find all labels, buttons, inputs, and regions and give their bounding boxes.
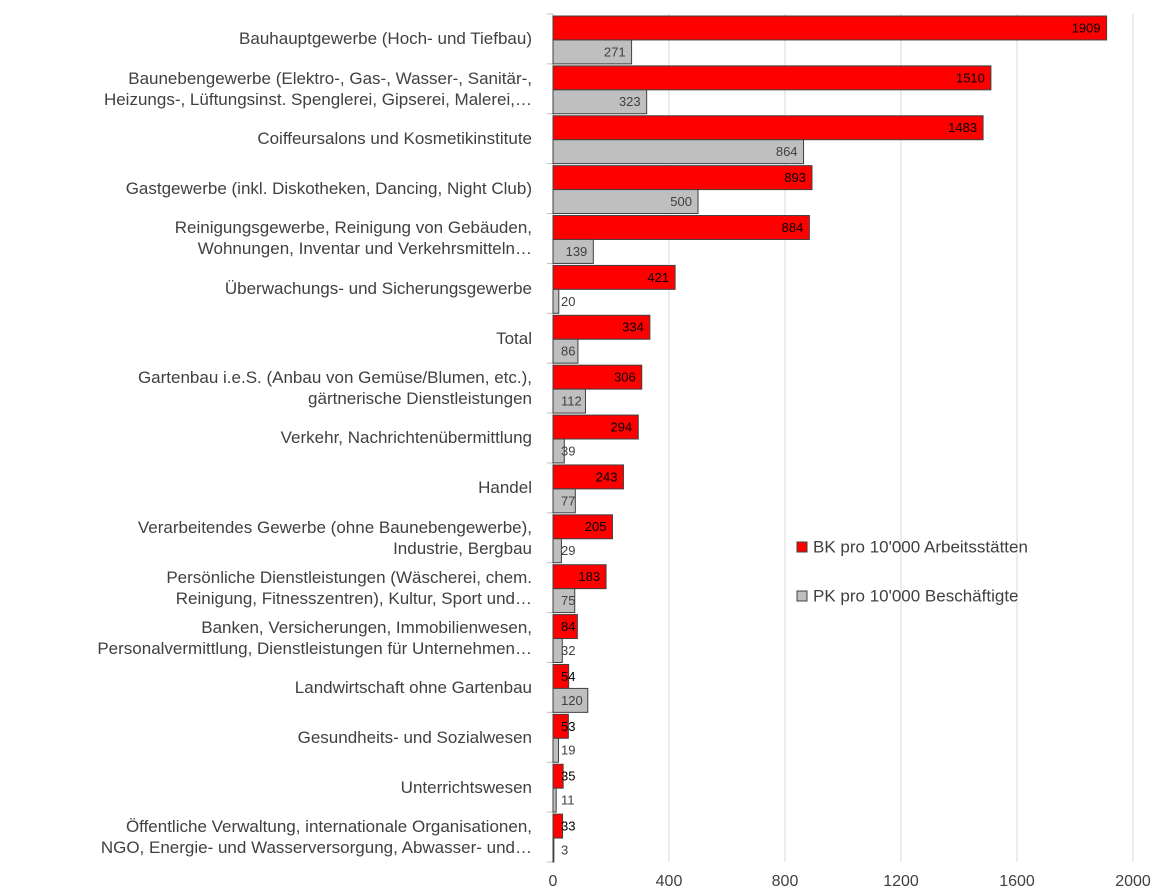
data-label: 243: [596, 469, 618, 484]
data-label: 77: [561, 493, 575, 508]
category-label: Verarbeitendes Gewerbe (ohne Baunebengew…: [137, 517, 532, 558]
bar: [552, 813, 564, 839]
bar: [552, 488, 576, 514]
category-label: Banken, Versicherungen, Immobilienwesen,…: [97, 617, 532, 658]
bar: [552, 364, 643, 390]
category-label: Baunebengewerbe (Elektro-, Gas-, Wasser-…: [103, 68, 532, 109]
legend-swatch: [796, 590, 808, 602]
bar: [552, 115, 984, 141]
bar: [552, 614, 578, 640]
category-label: Gesundheits- und Sozialwesen: [297, 727, 532, 747]
category-label: Gastgewerbe (inkl. Diskotheken, Dancing,…: [125, 179, 532, 199]
category-label: Bauhauptgewerbe (Hoch- und Tiefbau): [239, 29, 532, 49]
data-label: 893: [784, 170, 806, 185]
bar: [552, 314, 651, 340]
bar: [552, 338, 579, 364]
data-label: 323: [619, 94, 641, 109]
bar: [552, 264, 676, 290]
bar: [552, 763, 564, 789]
data-label: 84: [561, 619, 575, 634]
category-label: Persönliche Dienstleistungen (Wäscherei,…: [166, 567, 532, 608]
data-label: 183: [578, 569, 600, 584]
x-tick-label: 1200: [883, 873, 919, 890]
bar: [552, 65, 992, 91]
data-label: 33: [561, 819, 575, 834]
data-label: 884: [782, 220, 804, 235]
bar: [552, 588, 576, 614]
data-label: 39: [561, 443, 575, 458]
category-label: Landwirtschaft ohne Gartenbau: [294, 677, 532, 697]
bar: [552, 638, 563, 663]
bar: [552, 538, 562, 564]
category-label: Öffentliche Verwaltung, internationale O…: [100, 817, 532, 858]
x-tick-label: 0: [549, 873, 558, 890]
data-label: 334: [622, 320, 644, 335]
bar: [552, 15, 1108, 41]
data-label: 306: [614, 370, 636, 385]
category-label: Unterrichtswesen: [400, 777, 532, 797]
data-label: 1909: [1072, 20, 1101, 35]
category-label: Reinigungsgewerbe, Reinigung von Gebäude…: [174, 218, 532, 259]
data-label: 32: [561, 643, 575, 658]
category-label: Verkehr, Nachrichtenübermittlung: [280, 428, 532, 448]
data-label: 11: [561, 793, 575, 808]
bar: [552, 438, 565, 464]
x-tick-label: 800: [772, 873, 799, 890]
category-label: Coiffeursalons und Kosmetikinstitute: [257, 129, 532, 149]
data-label: 19: [561, 743, 575, 758]
data-label: 139: [566, 244, 588, 259]
bar: [552, 414, 639, 440]
category-label: Überwachungs- und Sicherungsgewerbe: [224, 278, 532, 298]
data-label: 421: [647, 270, 669, 285]
bar: [552, 564, 607, 590]
data-label: 864: [776, 144, 798, 159]
legend-label: PK pro 10'000 Beschäftigte: [813, 586, 1019, 605]
x-tick-label: 1600: [999, 873, 1035, 890]
data-label: 53: [561, 719, 575, 734]
bar: [552, 139, 805, 165]
bar: [552, 288, 560, 314]
data-label: 75: [561, 593, 575, 608]
legend-swatch: [796, 541, 808, 553]
bar: [552, 514, 613, 540]
category-label: Handel: [478, 478, 532, 498]
data-label: 29: [561, 543, 575, 558]
data-label: 205: [585, 519, 607, 534]
bar: [552, 464, 624, 490]
bar: [552, 837, 555, 863]
bar: [552, 713, 569, 739]
bar: [552, 687, 589, 713]
data-label: 1483: [948, 120, 977, 135]
category-label: Gartenbau i.e.S. (Anbau von Gemüse/Blume…: [137, 368, 532, 409]
data-label: 120: [561, 693, 583, 708]
data-label: 1510: [956, 70, 985, 85]
bar: [552, 189, 699, 215]
x-tick-label: 400: [656, 873, 683, 890]
bar: [552, 737, 560, 763]
data-label: 500: [670, 194, 692, 209]
data-label: 294: [611, 419, 633, 434]
data-label: 112: [561, 394, 582, 409]
data-label: 54: [561, 669, 575, 684]
legend-label: BK pro 10'000 Arbeitsstätten: [813, 537, 1028, 556]
bar: [552, 89, 648, 115]
bar: [552, 238, 594, 264]
data-label: 3: [561, 842, 568, 857]
data-label: 20: [561, 294, 575, 309]
bar: [552, 165, 813, 191]
x-tick-label: 2000: [1115, 873, 1151, 890]
bar: [552, 39, 633, 65]
bar: [552, 215, 810, 240]
bar: [552, 388, 586, 414]
data-label: 35: [561, 769, 575, 784]
category-label: Total: [496, 328, 532, 348]
bar: [552, 787, 557, 813]
data-label: 86: [561, 344, 575, 359]
data-label: 271: [604, 44, 626, 59]
